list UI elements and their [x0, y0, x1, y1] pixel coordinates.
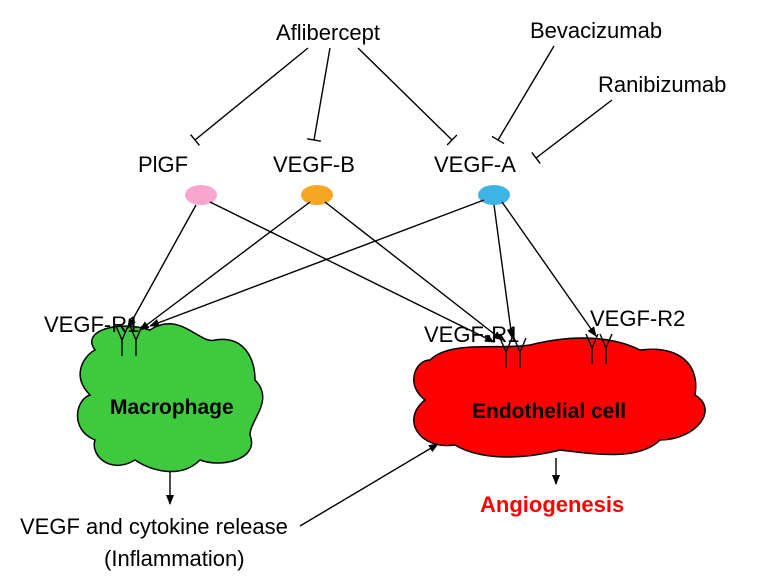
macro-r1-label: VEGF-R1 [44, 312, 139, 338]
endo-r1-label: VEGF-R1 [424, 322, 519, 348]
inflammation-label: (Inflammation) [104, 546, 245, 572]
activation-edges [128, 200, 596, 342]
macrophage-label: Macrophage [110, 396, 234, 420]
bevacizumab-label: Bevacizumab [530, 18, 662, 44]
vegf-release-label: VEGF and cytokine release [20, 514, 288, 540]
plgf-oval [185, 185, 217, 205]
vegfb-label: VEGF-B [273, 152, 355, 178]
inhibition-edges [191, 46, 612, 164]
endothelial-shape [414, 338, 705, 457]
endothelial-label: Endothelial cell [472, 400, 626, 424]
vegfb-oval [301, 185, 333, 205]
vegfa-oval [478, 185, 510, 205]
endo-r2-label: VEGF-R2 [590, 306, 685, 332]
plgf-label: PlGF [138, 152, 188, 178]
vegfa-label: VEGF-A [434, 152, 516, 178]
aflibercept-label: Aflibercept [276, 20, 380, 46]
angiogenesis-label: Angiogenesis [480, 492, 624, 518]
ranibizumab-label: Ranibizumab [598, 72, 726, 98]
